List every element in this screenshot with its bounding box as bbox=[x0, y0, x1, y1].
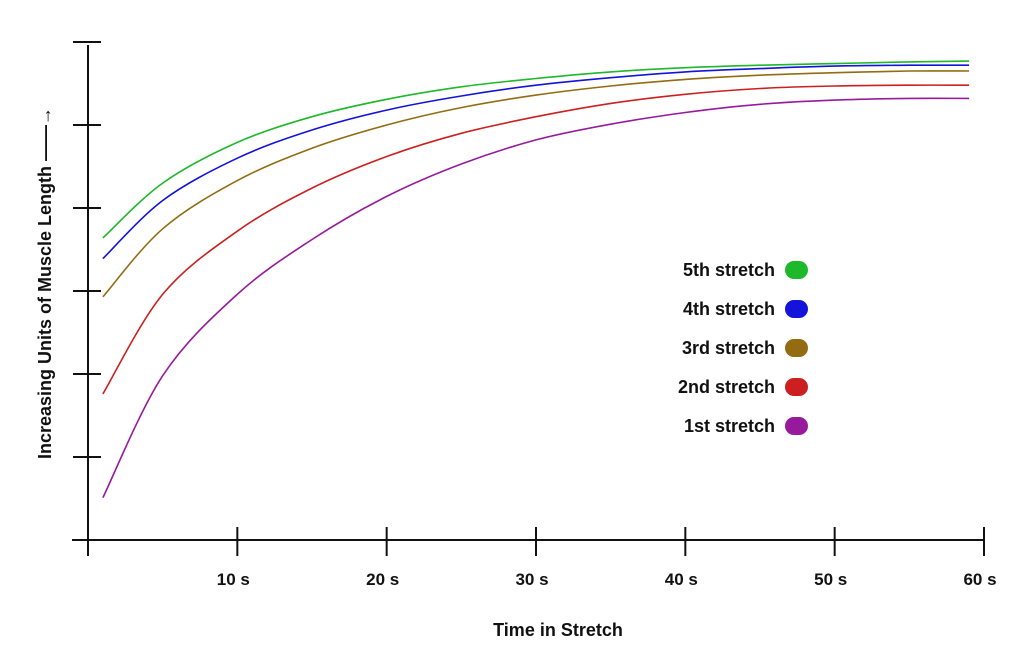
series-line-3 bbox=[102, 70, 970, 298]
legend-swatch bbox=[785, 261, 808, 279]
x-tick-label: 20 s bbox=[366, 570, 399, 589]
axes bbox=[72, 45, 985, 556]
legend: 5th stretch 4th stretch 3rd stretch 2nd str… bbox=[678, 260, 808, 436]
legend-swatch bbox=[785, 417, 808, 435]
x-tick-label: 40 s bbox=[665, 570, 698, 589]
y-axis-title: Increasing Units of Muscle Length ——→ bbox=[35, 107, 55, 459]
series-line-2 bbox=[102, 64, 970, 260]
legend-swatch bbox=[785, 300, 808, 318]
legend-label: 5th stretch bbox=[683, 260, 775, 280]
legend-label: 4th stretch bbox=[683, 299, 775, 319]
x-tick-label: 60 s bbox=[963, 570, 996, 589]
series-lines bbox=[102, 60, 970, 499]
series-line-1 bbox=[102, 60, 970, 239]
series-line-4 bbox=[102, 84, 970, 395]
legend-swatch bbox=[785, 378, 808, 396]
legend-label: 1st stretch bbox=[684, 416, 775, 436]
x-ticks: 10 s 20 s 30 s 40 s 50 s 60 s bbox=[217, 527, 997, 589]
legend-label: 2nd stretch bbox=[678, 377, 775, 397]
series-line-5 bbox=[102, 97, 970, 499]
x-tick-label: 10 s bbox=[217, 570, 250, 589]
legend-label: 3rd stretch bbox=[682, 338, 775, 358]
x-axis-title: Time in Stretch bbox=[493, 620, 623, 640]
x-tick-label: 30 s bbox=[515, 570, 548, 589]
y-ticks bbox=[73, 41, 101, 458]
x-tick-label: 50 s bbox=[814, 570, 847, 589]
legend-swatch bbox=[785, 339, 808, 357]
